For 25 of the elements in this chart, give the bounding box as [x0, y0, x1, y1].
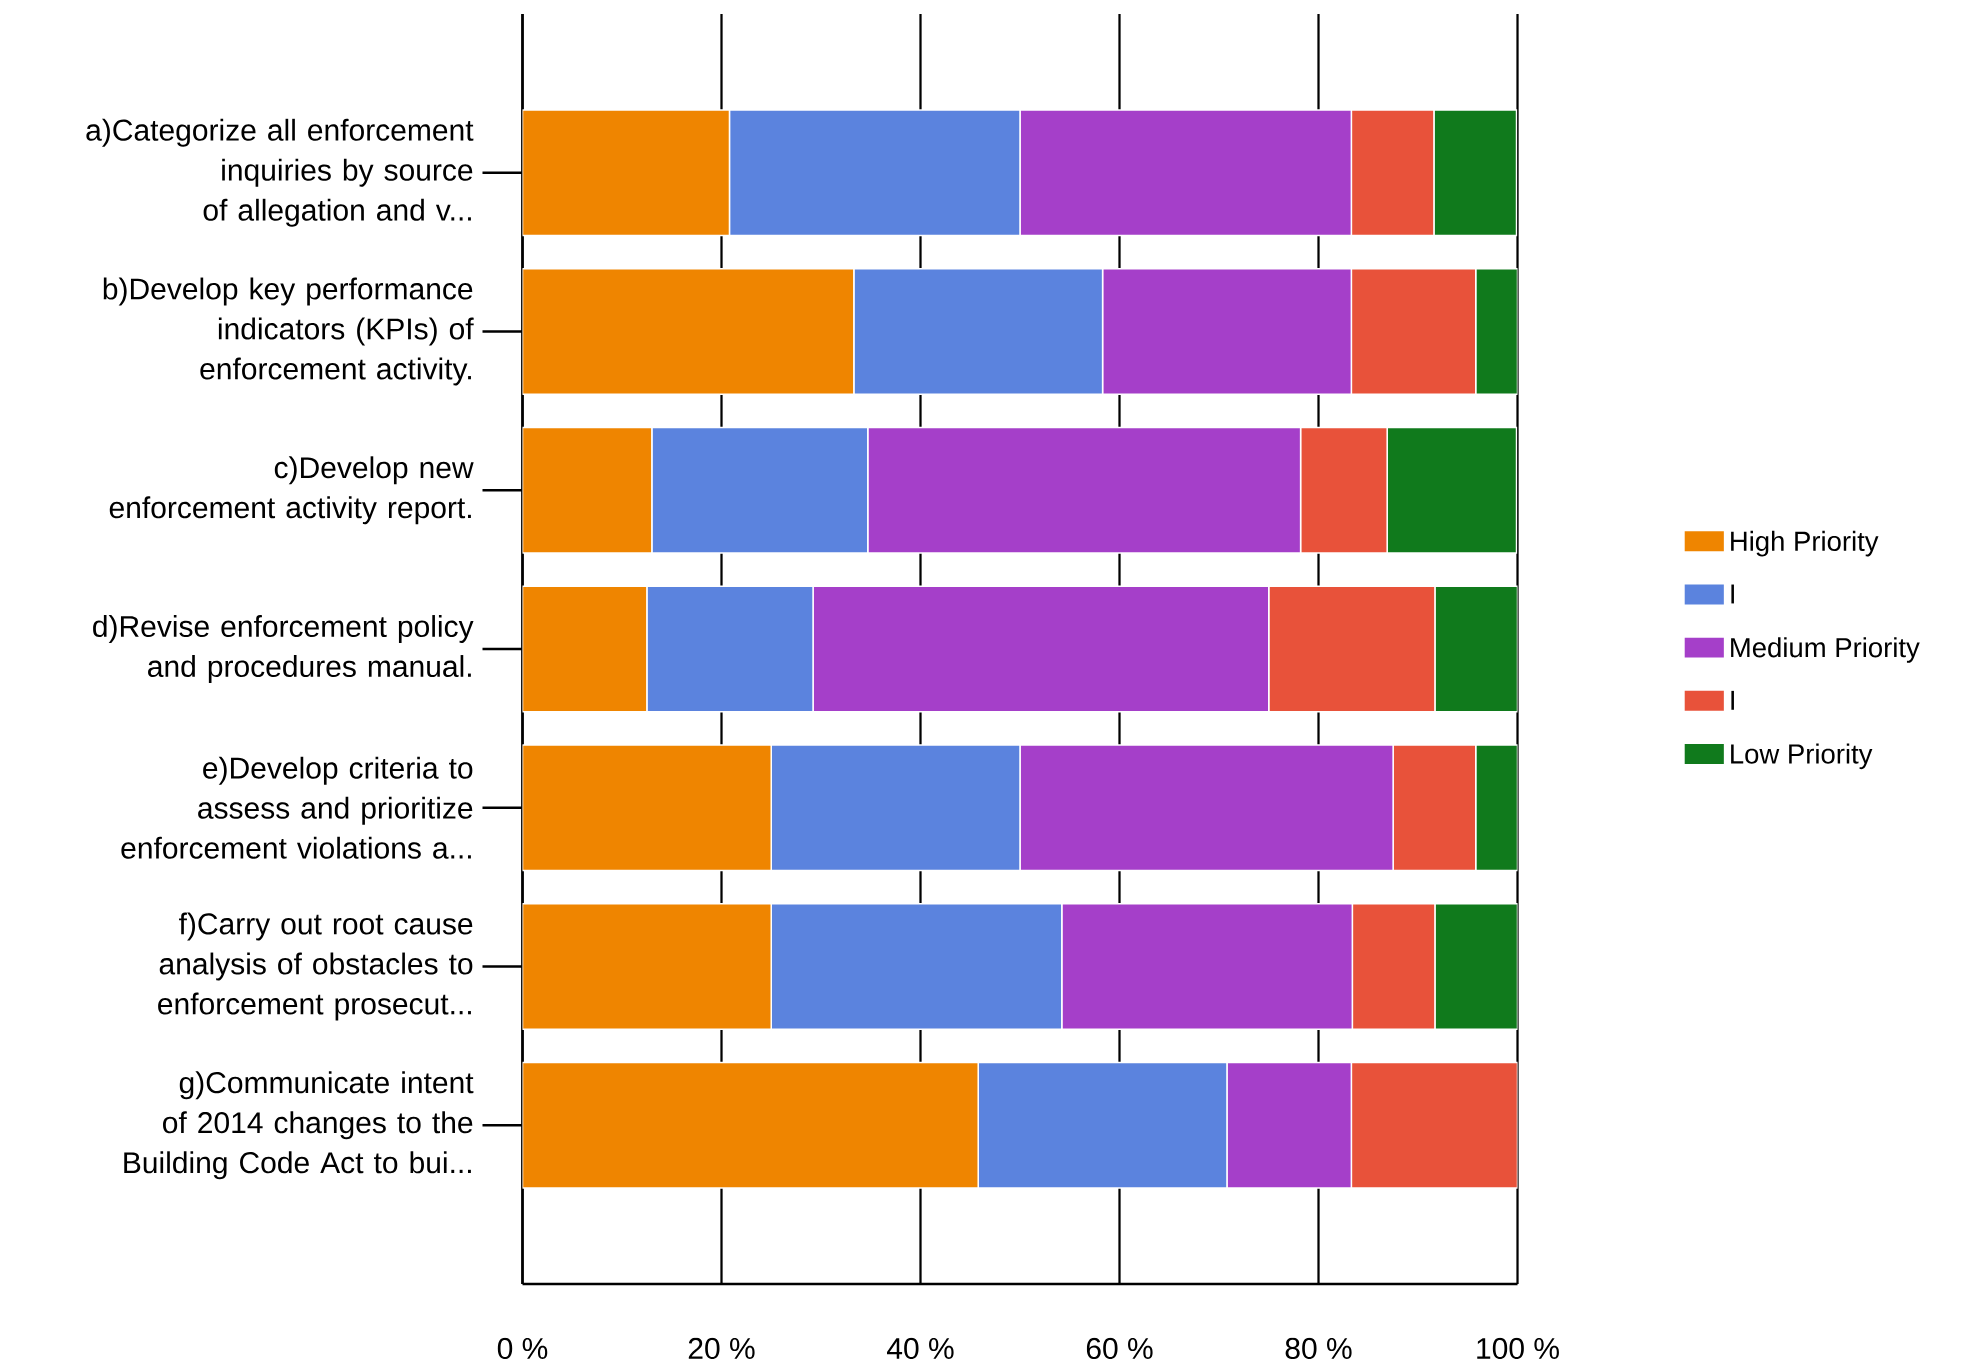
- bar: [522, 1061, 979, 1189]
- bar: [522, 109, 731, 237]
- x-tick-label: 0 %: [497, 1337, 548, 1359]
- x-tick-label: 80 %: [1285, 1337, 1352, 1359]
- x-tick-label: 40 %: [887, 1337, 954, 1359]
- y-tick-label: e)Develop criteria to assess and prioritize enforcement violations a...: [121, 756, 473, 859]
- bar: [522, 744, 772, 872]
- bar: [522, 268, 855, 395]
- legend-label: Medium Priority: [1731, 637, 1920, 663]
- y-tick-label: c)Develop new enforcement activity report.: [109, 456, 474, 525]
- y-tick-label: g)Communicate intent of 2014 changes to the Building Code Act to bui...: [124, 1071, 474, 1180]
- legend-label: I: [1731, 584, 1734, 604]
- x-tick-label: 100 %: [1477, 1337, 1559, 1359]
- legend-label: I: [1731, 690, 1734, 710]
- legend-label: Low Priority: [1731, 743, 1873, 770]
- legend-label: High Priority: [1731, 530, 1879, 557]
- y-tick-label: a)Categorize all enforcement inquiries by source of allegation and v...: [86, 118, 474, 227]
- y-tick-label: b)Develop key performance indicators (KPIs) of enforcement activity.: [103, 277, 474, 386]
- x-tick-label: 60 %: [1086, 1337, 1153, 1359]
- bar: [522, 585, 648, 713]
- bar: [522, 426, 653, 554]
- y-tick-label: d)Revise enforcement policy and procedures manual.: [93, 615, 474, 684]
- y-tick-label: f)Carry out root cause analysis of obstacles to enforcement prosecut...: [158, 912, 473, 1021]
- bar: [522, 903, 772, 1030]
- x-tick-label: 20 %: [688, 1337, 755, 1359]
